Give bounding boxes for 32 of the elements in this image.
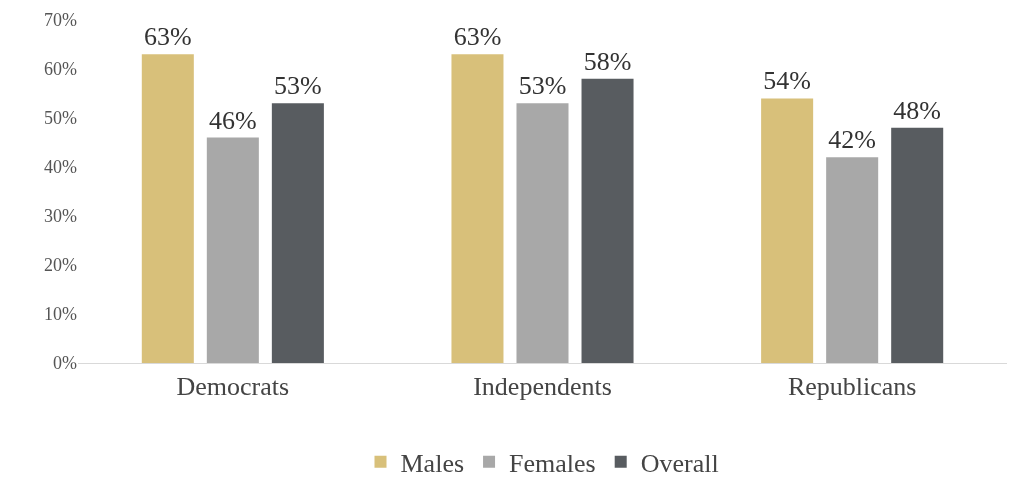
data-label: 63% (143, 22, 192, 52)
data-label: 54% (763, 66, 811, 96)
data-label: 46% (209, 105, 257, 135)
y-tick-label: 0% (53, 353, 77, 374)
bar (761, 98, 814, 363)
bar (141, 54, 194, 363)
bar (581, 78, 634, 363)
x-tick-label: Democrats (176, 372, 290, 402)
y-tick-label: 70% (44, 10, 77, 31)
legend-label: Males (400, 449, 465, 478)
bar (451, 54, 504, 363)
y-tick-label: 50% (44, 108, 77, 129)
bar (891, 127, 944, 363)
y-tick-label: 20% (44, 255, 77, 276)
bar (516, 103, 569, 363)
data-label: 42% (828, 125, 876, 155)
legend-label: Overall (640, 449, 719, 478)
data-label: 48% (893, 95, 942, 125)
data-label: 58% (583, 46, 632, 76)
x-tick-label: Independents (473, 372, 612, 402)
y-tick-label: 10% (44, 304, 77, 325)
bar (206, 137, 259, 363)
y-tick-label: 40% (44, 157, 77, 178)
y-tick-label: 30% (44, 206, 77, 227)
y-tick-label: 60% (44, 59, 77, 80)
data-label: 53% (518, 71, 567, 101)
x-tick-label: Republicans (787, 372, 917, 402)
data-label: 63% (453, 22, 502, 52)
legend-label: Females (509, 449, 596, 478)
bar (271, 103, 324, 363)
bar (826, 157, 879, 363)
data-label: 53% (274, 71, 322, 101)
